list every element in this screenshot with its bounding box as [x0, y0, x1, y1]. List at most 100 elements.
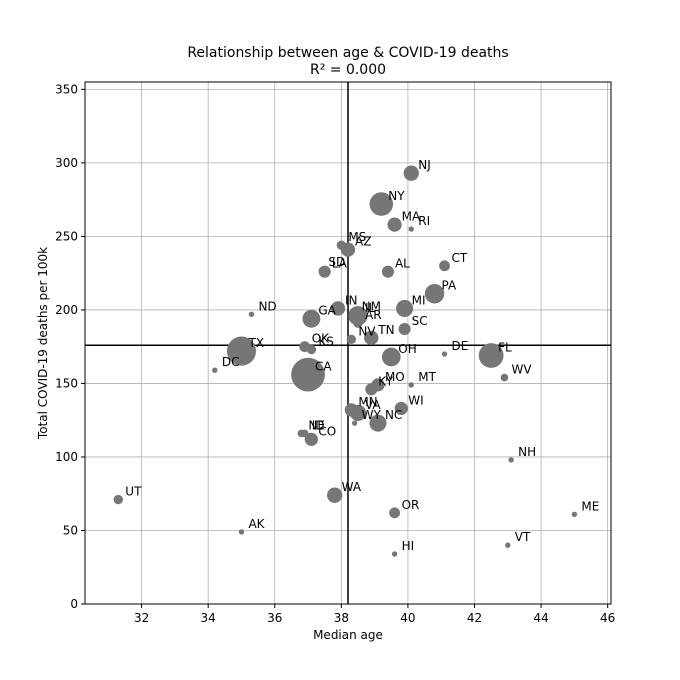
point-label-co: CO — [318, 424, 336, 438]
point-mi — [396, 299, 414, 317]
point-label-al: AL — [395, 257, 410, 271]
point-ga — [302, 309, 321, 328]
chart-subtitle: R² = 0.000 — [310, 62, 386, 78]
mean-reference-lines — [85, 82, 611, 604]
point-wa — [327, 487, 343, 503]
point-de — [441, 351, 448, 357]
point-label-mt: MT — [418, 370, 436, 384]
point-ms — [336, 240, 347, 250]
point-nm — [350, 310, 359, 319]
point-pa — [424, 284, 445, 304]
point-label-oh: OH — [398, 342, 416, 356]
point-label-il: IL — [365, 301, 376, 315]
point-nd — [248, 311, 255, 318]
y-tick-label: 350 — [55, 82, 78, 96]
point-oh — [381, 347, 401, 367]
point-mn — [344, 403, 358, 417]
point-label-ne: NE — [308, 418, 325, 432]
axis-ticks: 32 34 36 38 40 42 44 46 0 50 100 150 200 250 300 350 — [55, 82, 615, 625]
point-ny — [369, 192, 394, 216]
point-label-az: AZ — [355, 235, 371, 249]
x-tick-label: 44 — [533, 611, 548, 625]
x-tick-label: 38 — [334, 611, 349, 625]
x-axis-label: Median age — [313, 628, 383, 642]
point-label-va: VA — [365, 398, 381, 412]
x-tick-label: 32 — [134, 611, 149, 625]
point-wy — [351, 420, 358, 426]
point-ar — [353, 318, 363, 328]
point-ks — [306, 344, 317, 355]
plot-frame — [84, 81, 612, 605]
point-label-sc: SC — [412, 314, 428, 328]
point-id — [300, 429, 309, 438]
point-label-wa: WA — [342, 480, 362, 494]
point-tn — [364, 330, 379, 345]
point-label-ca: CA — [315, 360, 332, 374]
point-ca — [291, 357, 325, 392]
point-in — [330, 301, 346, 316]
point-label-nj: NJ — [418, 158, 431, 172]
point-or — [389, 507, 401, 519]
y-tick-label: 300 — [55, 156, 78, 170]
point-label-hi: HI — [402, 539, 415, 553]
point-label-fl: FL — [498, 340, 512, 354]
point-tx — [226, 336, 257, 366]
point-nh — [508, 457, 514, 463]
point-label-wi: WI — [408, 393, 423, 407]
point-label-wy: WY — [362, 408, 382, 422]
point-label-tx: TX — [247, 336, 264, 350]
y-tick-label: 200 — [55, 303, 78, 317]
point-label-ny: NY — [388, 189, 405, 203]
x-tick-label: 46 — [600, 611, 615, 625]
point-label-mn: MN — [358, 395, 377, 409]
y-tick-label: 250 — [55, 229, 78, 243]
point-mt — [408, 382, 414, 388]
point-label-dc: DC — [222, 355, 240, 369]
point-label-id: ID — [312, 418, 325, 432]
point-nv — [346, 334, 357, 345]
point-dc — [212, 367, 218, 373]
point-label-nd: ND — [258, 299, 276, 313]
point-ut — [113, 494, 123, 505]
point-al — [381, 265, 394, 278]
point-label-me: ME — [581, 499, 599, 513]
point-label-ar: AR — [365, 308, 382, 322]
x-tick-label: 40 — [400, 611, 415, 625]
y-tick-label: 150 — [55, 376, 78, 390]
y-axis-label: Total COVID-19 deaths per 100k — [36, 247, 50, 440]
point-vt — [505, 542, 511, 548]
point-label-ri: RI — [418, 214, 430, 228]
point-co — [304, 432, 318, 446]
point-label-ok: OK — [312, 332, 330, 346]
point-sc — [398, 322, 411, 336]
point-wv — [500, 373, 509, 382]
x-tick-label: 36 — [267, 611, 282, 625]
point-label-nh: NH — [518, 445, 536, 459]
point-label-ct: CT — [452, 251, 468, 265]
point-label-or: OR — [402, 498, 420, 512]
x-tick-label: 42 — [467, 611, 482, 625]
point-label-wv: WV — [511, 363, 532, 377]
point-label-ut: UT — [125, 485, 142, 499]
point-ma — [387, 217, 402, 232]
point-hi — [391, 551, 398, 557]
point-label-mi: MI — [412, 293, 426, 307]
point-label-ak: AK — [248, 517, 265, 531]
point-wi — [394, 401, 408, 416]
point-label-ms: MS — [348, 230, 366, 244]
chart-title: Relationship between age & COVID-19 deat… — [187, 45, 508, 61]
point-ct — [439, 260, 450, 272]
point-nj — [403, 165, 419, 181]
point-label-ma: MA — [402, 210, 421, 224]
point-label-nm: NM — [362, 299, 381, 313]
point-label-nc: NC — [385, 408, 402, 422]
point-nc — [369, 414, 387, 432]
point-ak — [238, 529, 245, 535]
point-label-de: DE — [452, 339, 469, 353]
point-label-ky: KY — [378, 374, 393, 388]
y-tick-label: 0 — [70, 597, 78, 611]
point-sd — [318, 267, 325, 273]
